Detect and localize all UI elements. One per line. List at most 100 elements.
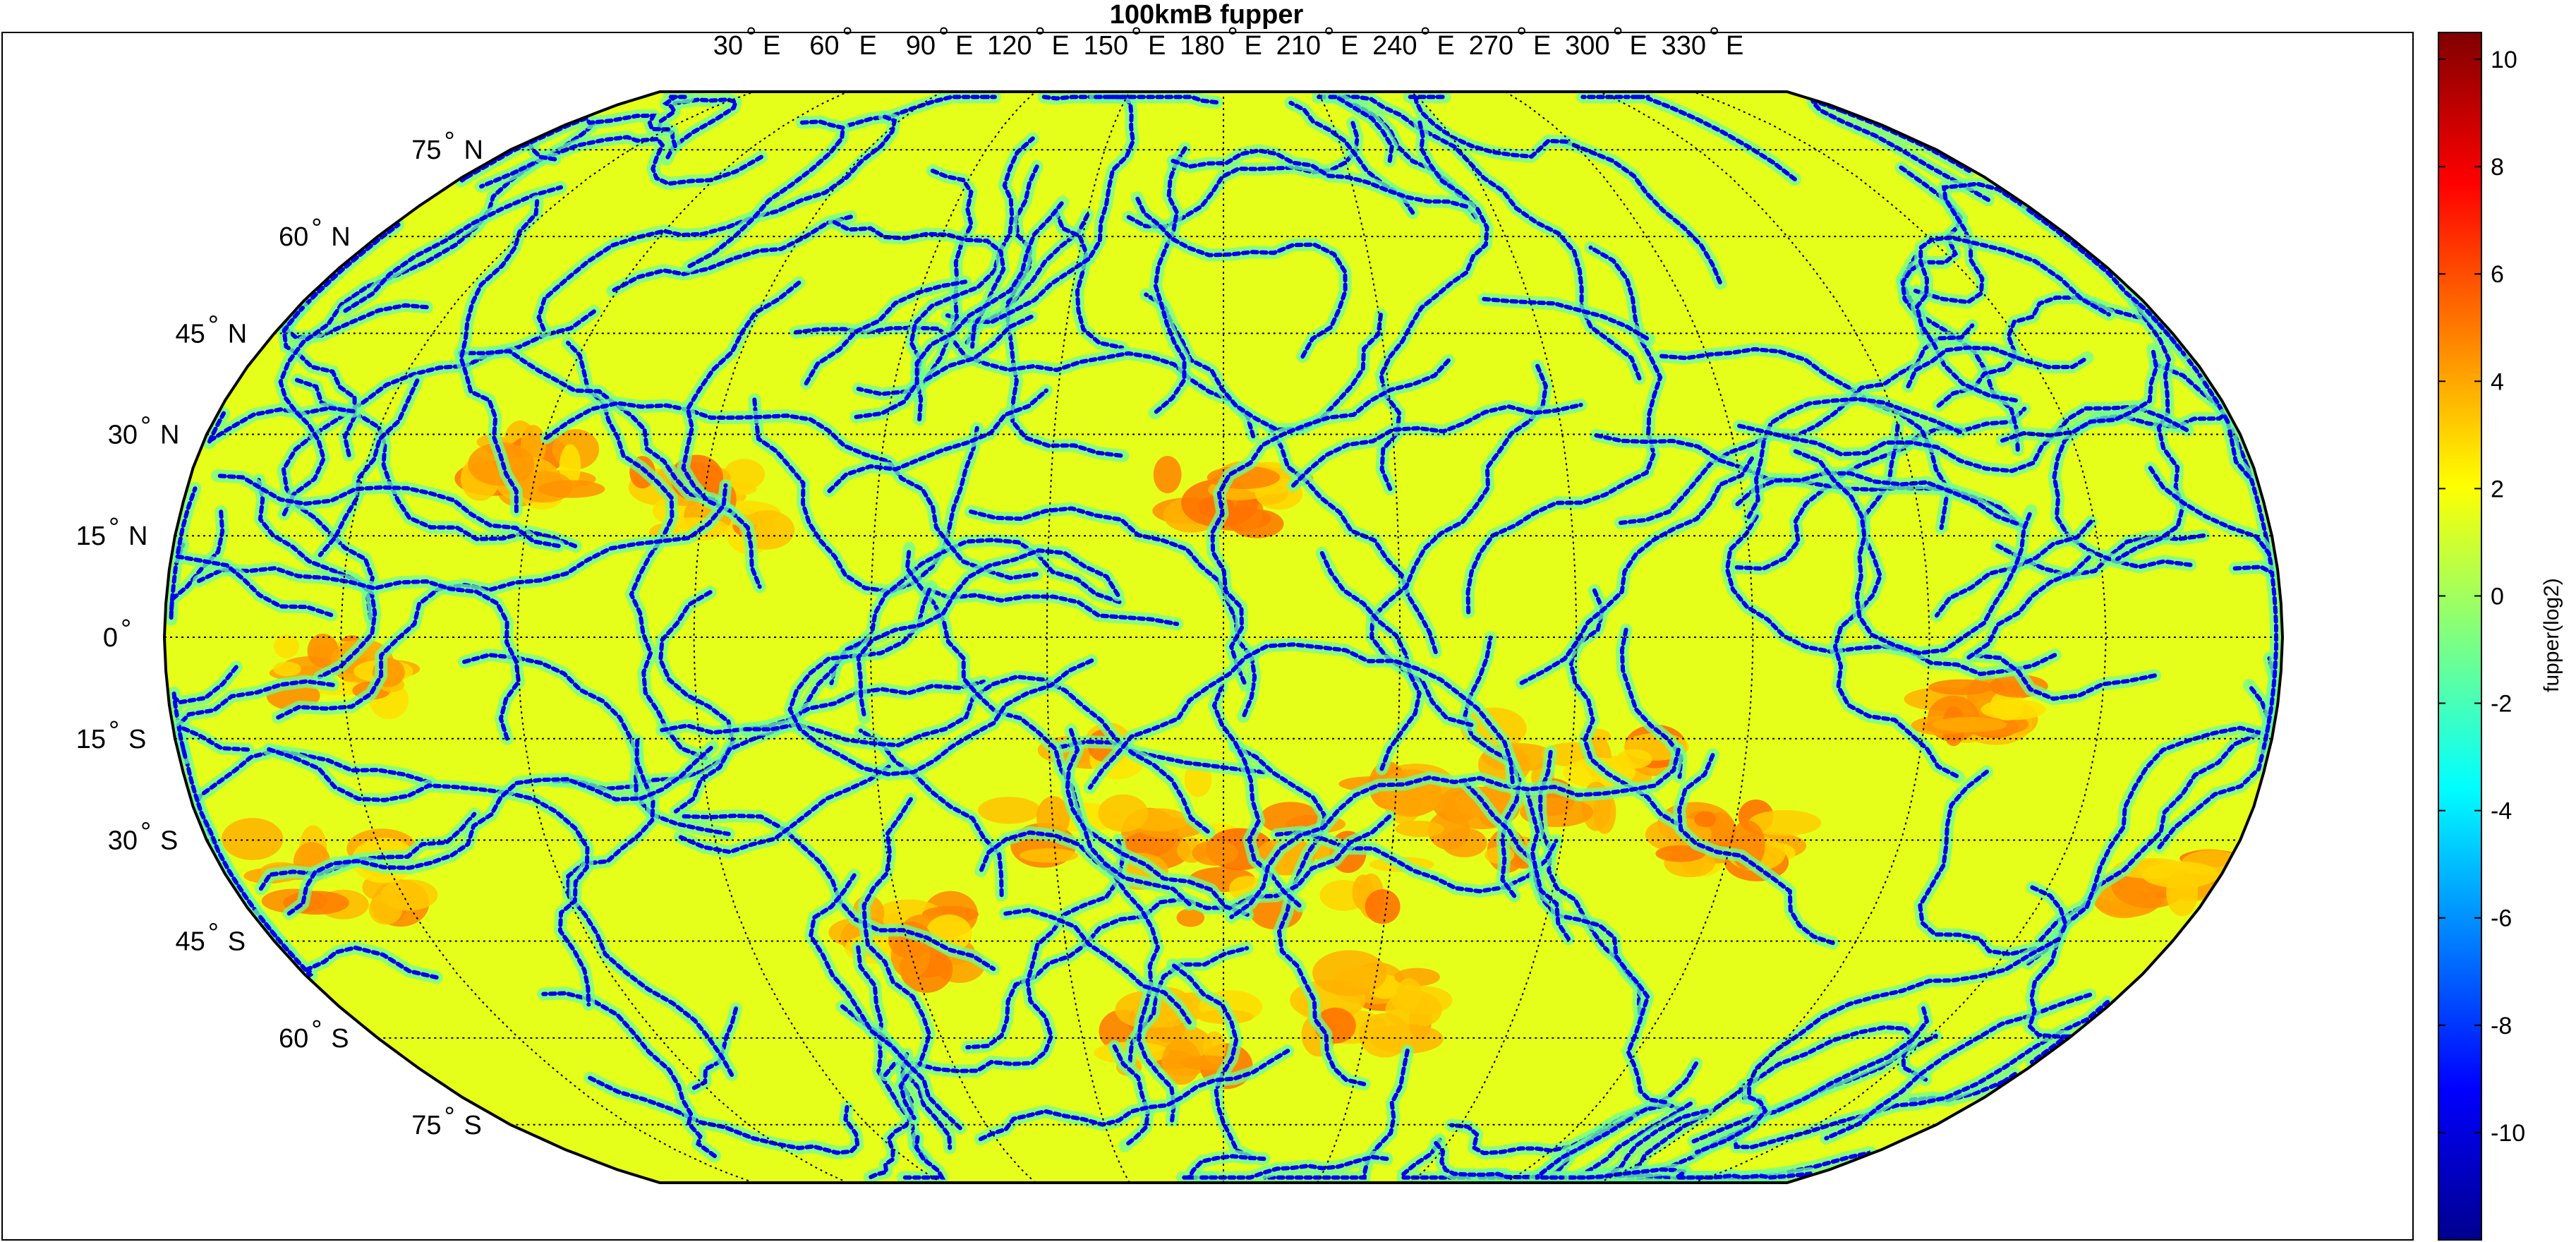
longitude-tick-suffix: E — [1148, 31, 1166, 61]
warm-patch — [1928, 680, 1994, 695]
warm-patch — [1981, 699, 2046, 720]
colorbar-tick-label: -8 — [2491, 1013, 2512, 1039]
degree-symbol: ° — [140, 818, 151, 848]
degree-symbol: ° — [121, 615, 131, 644]
latitude-tick-label: 45 — [176, 927, 205, 957]
degree-symbol: ° — [140, 411, 151, 441]
warm-patch — [1395, 821, 1444, 837]
warm-patch — [1441, 828, 1487, 857]
warm-patch — [1154, 456, 1182, 493]
longitude-tick-suffix: E — [955, 31, 973, 61]
latitude-tick-suffix: N — [331, 222, 350, 252]
latitude-tick-suffix: S — [331, 1024, 349, 1054]
colorbar-tick-label: 4 — [2491, 368, 2504, 395]
longitude-tick-suffix: E — [763, 31, 780, 61]
degree-symbol: ° — [109, 513, 119, 543]
warm-patch — [222, 818, 283, 860]
longitude-tick-label: 90 — [906, 31, 936, 61]
longitude-tick-label: 180 — [1180, 31, 1224, 61]
degree-symbol: ° — [208, 919, 219, 948]
longitude-tick-suffix: E — [1341, 31, 1358, 61]
degree-symbol: ° — [1420, 23, 1431, 52]
colorbar-tick-label: -2 — [2491, 691, 2512, 718]
degree-symbol: ° — [109, 716, 119, 746]
colorbar-tick-label: -4 — [2491, 798, 2512, 825]
longitude-tick-label: 210 — [1276, 31, 1321, 61]
warm-patch — [1365, 889, 1401, 924]
latitude-tick-suffix: N — [160, 420, 179, 450]
latitude-tick-suffix: S — [464, 1111, 482, 1140]
warm-patch — [1694, 812, 1716, 827]
degree-symbol: ° — [445, 1102, 455, 1132]
colorbar-tick-label: -6 — [2491, 905, 2512, 932]
longitude-tick-label: 240 — [1372, 31, 1417, 61]
longitude-tick-label: 120 — [987, 31, 1032, 61]
longitude-tick-suffix: E — [859, 31, 877, 61]
warm-patch — [1396, 978, 1422, 1009]
latitude-tick-label: 75 — [411, 1111, 441, 1140]
degree-symbol: ° — [1035, 23, 1046, 52]
colorbar-tick-label: 8 — [2491, 154, 2504, 181]
longitude-tick-label: 150 — [1084, 31, 1128, 61]
colorbar-tick-label: -10 — [2491, 1120, 2525, 1147]
latitude-tick-suffix: S — [228, 927, 246, 957]
longitude-tick-suffix: E — [1726, 31, 1743, 61]
warm-patch — [1020, 848, 1078, 862]
longitude-tick-suffix: E — [1630, 31, 1647, 61]
longitude-tick-label: 60 — [809, 31, 839, 61]
degree-symbol: ° — [445, 127, 455, 157]
longitude-tick-suffix: E — [1052, 31, 1070, 61]
latitude-tick-label: 15 — [76, 521, 106, 551]
longitude-tick-suffix: E — [1437, 31, 1455, 61]
longitude-tick-label: 30 — [713, 31, 743, 61]
colorbar-bar — [2438, 32, 2481, 1240]
latitude-tick-label: 0 — [103, 623, 118, 653]
longitude-tick-suffix: E — [1245, 31, 1262, 61]
longitude-tick-label: 270 — [1469, 31, 1513, 61]
warm-patch — [273, 662, 301, 677]
warm-patch — [1933, 717, 2007, 732]
colorbar-tick-label: 2 — [2491, 476, 2504, 502]
colorbar-label: fupper(log2) — [2540, 578, 2563, 692]
degree-symbol: ° — [1516, 23, 1527, 52]
longitude-tick-label: 300 — [1565, 31, 1609, 61]
warm-patch — [1616, 749, 1652, 769]
warm-patch — [538, 480, 605, 498]
warm-patch — [978, 797, 1041, 824]
degree-symbol: ° — [311, 214, 322, 243]
warm-patch — [2166, 869, 2198, 916]
colorbar-tick-label: 6 — [2491, 261, 2504, 288]
degree-symbol: ° — [311, 1015, 322, 1045]
latitude-tick-suffix: S — [160, 826, 178, 856]
latitude-tick-label: 45 — [176, 319, 205, 349]
degree-symbol: ° — [938, 23, 949, 52]
degree-symbol: ° — [1709, 23, 1719, 52]
latitude-tick-label: 75 — [411, 135, 441, 165]
colorbar-tick-label: 0 — [2491, 583, 2504, 610]
latitude-tick-label: 60 — [279, 222, 308, 252]
latitude-tick-suffix: N — [228, 319, 247, 349]
warm-patch — [369, 893, 403, 924]
latitude-tick-suffix: N — [128, 521, 147, 551]
degree-symbol: ° — [208, 310, 219, 340]
colorbar: 10 8 6 4 2 0 -2 -4 -6 -8 -10 fupper(log2) — [2438, 32, 2563, 1240]
latitude-tick-suffix: S — [128, 725, 146, 754]
latitude-tick-label: 15 — [76, 725, 106, 754]
degree-symbol: ° — [746, 23, 756, 52]
degree-symbol: ° — [1324, 23, 1334, 52]
latitude-tick-suffix: N — [464, 135, 483, 165]
warm-patch — [1312, 950, 1386, 996]
latitude-tick-label: 60 — [279, 1024, 308, 1054]
colorbar-tick-label: 10 — [2491, 47, 2517, 73]
warm-patch — [1098, 795, 1148, 832]
degree-symbol: ° — [1131, 23, 1142, 52]
degree-symbol: ° — [842, 23, 853, 52]
longitude-tick-label: 330 — [1662, 31, 1706, 61]
degree-symbol: ° — [1613, 23, 1623, 52]
latitude-tick-label: 30 — [108, 420, 138, 450]
degree-symbol: ° — [1228, 23, 1238, 52]
latitude-tick-label: 30 — [108, 826, 138, 856]
longitude-tick-suffix: E — [1533, 31, 1551, 61]
warm-patch — [1192, 840, 1238, 866]
